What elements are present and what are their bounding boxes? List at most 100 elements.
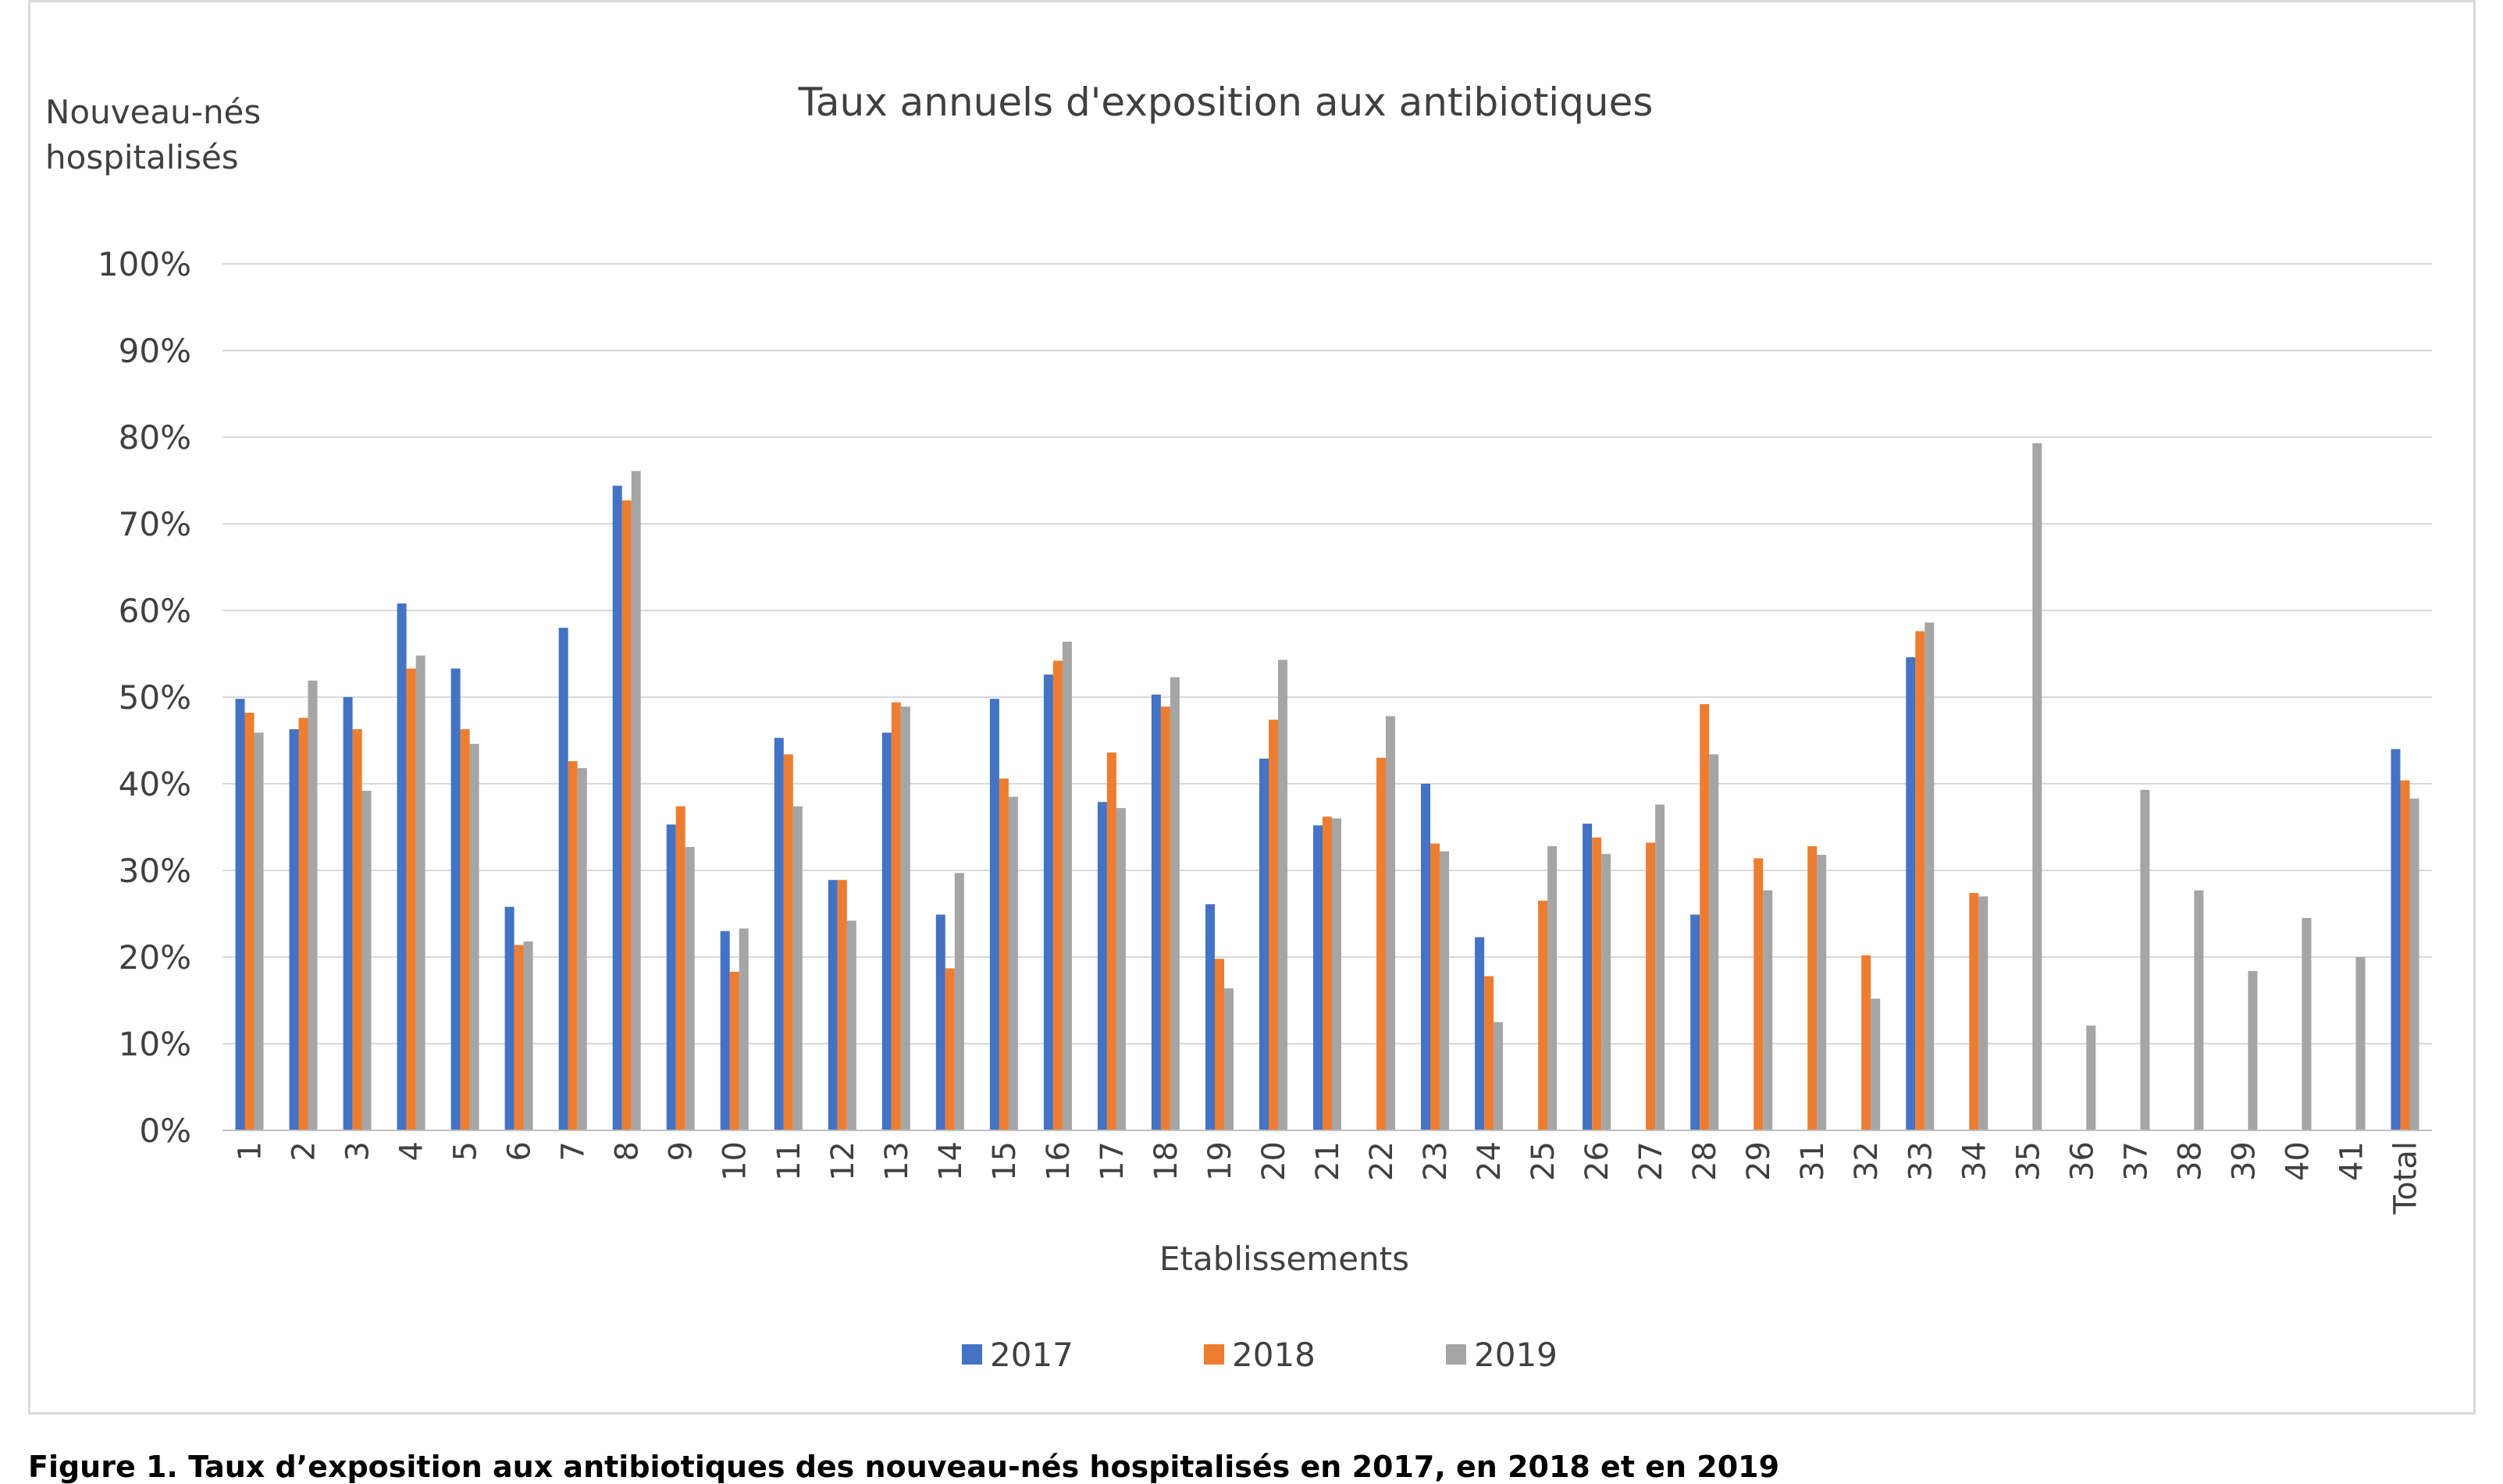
bar-2017-8: [612, 486, 622, 1130]
x-tick-label: 41: [2334, 1141, 2369, 1181]
legend: 2017 2018 2019: [962, 1336, 1558, 1374]
bar-2017-12: [828, 880, 838, 1130]
bar-2017-3: [343, 697, 353, 1130]
x-tick-label: 36: [2064, 1141, 2100, 1181]
x-tick-label: 19: [1202, 1141, 1238, 1181]
bar-2019-22: [1386, 716, 1395, 1130]
x-tick-label: 14: [933, 1141, 969, 1181]
bar-2017-33: [1906, 657, 1916, 1130]
bar-2019-36: [2086, 1025, 2096, 1130]
bar-2018-23: [1430, 843, 1440, 1130]
y-tick-label: 10%: [119, 1025, 191, 1063]
chart-title: Taux annuels d'exposition aux antibiotiq…: [798, 80, 1654, 125]
bar-2017-4: [397, 603, 407, 1130]
bar-2019-18: [1170, 677, 1180, 1130]
bar-2019-20: [1278, 660, 1287, 1130]
y-tick-label: 80%: [119, 418, 191, 457]
x-tick-label: 37: [2118, 1141, 2154, 1181]
bar-2019-27: [1655, 804, 1665, 1130]
y-tick-label: 70%: [119, 505, 191, 543]
bar-2018-26: [1592, 837, 1602, 1130]
legend-label-2018: 2018: [1232, 1336, 1316, 1374]
bar-2019-4: [415, 655, 425, 1130]
x-tick-label: 10: [717, 1141, 753, 1181]
bar-2019-38: [2194, 890, 2204, 1130]
x-tick-label: 31: [1795, 1141, 1831, 1181]
x-tick-label: 6: [502, 1141, 538, 1161]
x-tick-label: Total: [2387, 1141, 2423, 1215]
bar-2017-Total: [2391, 749, 2401, 1130]
bar-2019-31: [1817, 855, 1827, 1130]
x-tick-label: 1: [233, 1141, 269, 1161]
x-tick-label: 35: [2010, 1141, 2046, 1181]
bar-2017-9: [666, 824, 676, 1130]
bar-2019-12: [846, 920, 856, 1130]
y-tick-label: 50%: [119, 678, 191, 717]
bar-2017-2: [289, 729, 299, 1130]
x-tick-label: 15: [987, 1141, 1023, 1181]
x-tick-label: 29: [1741, 1141, 1777, 1181]
x-tick-label: 5: [448, 1141, 484, 1161]
bar-2017-18: [1151, 694, 1161, 1130]
x-tick-label: 25: [1526, 1141, 1561, 1181]
x-tick-label: 40: [2280, 1141, 2316, 1181]
bar-2019-11: [792, 806, 803, 1130]
bar-2017-28: [1690, 914, 1700, 1130]
x-tick-label: 20: [1256, 1141, 1292, 1181]
bar-2019-Total: [2409, 798, 2419, 1130]
bar-2017-13: [881, 732, 892, 1130]
bar-2017-23: [1421, 784, 1430, 1130]
bar-2018-9: [675, 806, 685, 1130]
y-tick-label: 20%: [119, 938, 191, 977]
bar-2018-5: [460, 729, 470, 1130]
bar-2017-5: [450, 668, 461, 1130]
bar-2019-24: [1494, 1022, 1504, 1131]
x-tick-label: 21: [1310, 1141, 1346, 1181]
chart-frame: [28, 0, 2476, 1415]
bar-2019-5: [469, 743, 479, 1130]
bar-2018-2: [298, 717, 308, 1130]
y-tick-label: 40%: [119, 765, 191, 803]
bar-2019-37: [2140, 789, 2150, 1130]
x-tick-label: 38: [2172, 1141, 2208, 1181]
y-tick-label: 60%: [119, 592, 191, 630]
bar-2018-18: [1160, 706, 1170, 1130]
bar-2017-21: [1313, 825, 1323, 1130]
x-tick-label: 2: [287, 1141, 322, 1161]
y-tick-label: 30%: [119, 852, 191, 890]
bar-2018-21: [1323, 817, 1332, 1130]
x-tick-label: 9: [664, 1141, 700, 1161]
x-tick-label: 33: [1903, 1141, 1939, 1181]
bar-2018-12: [837, 880, 847, 1130]
bar-2019-10: [739, 928, 749, 1130]
bar-2018-8: [621, 500, 632, 1130]
bar-2018-7: [568, 761, 578, 1130]
x-tick-label: 23: [1418, 1141, 1454, 1181]
bar-2018-17: [1106, 753, 1116, 1130]
x-tick-label: 28: [1687, 1141, 1723, 1181]
bar-2019-35: [2032, 443, 2042, 1130]
bar-2018-16: [1052, 660, 1063, 1130]
bar-2017-26: [1583, 824, 1593, 1130]
bar-2017-14: [935, 914, 945, 1130]
y-axis-label-line-2: hospitalisés: [45, 138, 239, 176]
bar-2019-19: [1224, 988, 1234, 1130]
bar-2019-3: [361, 790, 372, 1130]
x-tick-label: 3: [340, 1141, 376, 1161]
bar-2019-26: [1601, 853, 1611, 1130]
y-axis-label-line-1: Nouveau-nés: [45, 93, 261, 131]
bar-2018-33: [1915, 631, 1925, 1130]
x-tick-label: 32: [1849, 1141, 1885, 1181]
bars: [235, 443, 2419, 1131]
bar-2018-15: [999, 778, 1009, 1130]
bar-2017-7: [558, 628, 568, 1130]
bar-2018-3: [352, 729, 362, 1130]
legend-label-2019: 2019: [1474, 1336, 1558, 1374]
bar-2019-14: [954, 873, 964, 1130]
x-tick-label: 18: [1148, 1141, 1184, 1181]
bar-2018-6: [514, 945, 524, 1130]
bar-2018-25: [1538, 900, 1548, 1130]
bar-2018-31: [1807, 845, 1818, 1130]
bar-2017-19: [1205, 904, 1215, 1130]
